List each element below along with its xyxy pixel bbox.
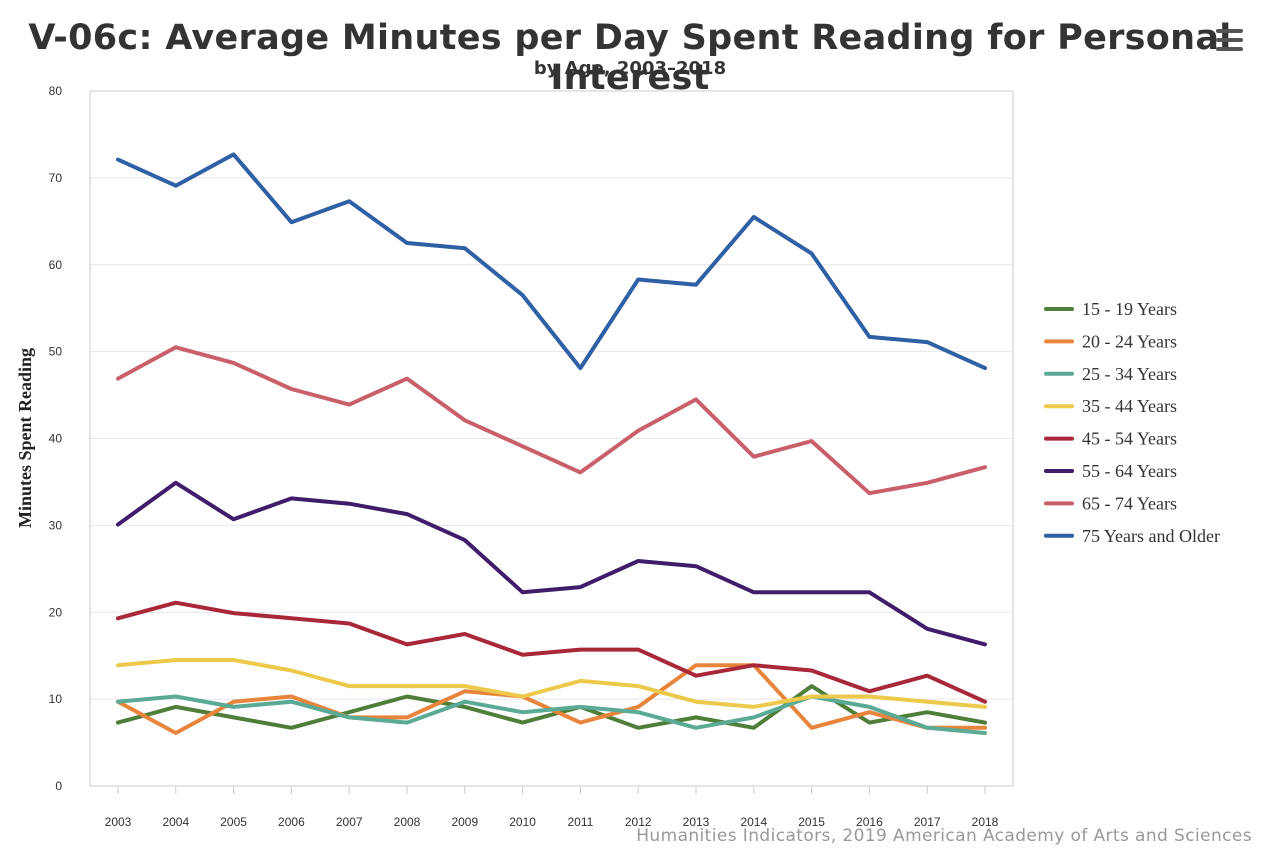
y-axis-title: Minutes Spent Reading (15, 348, 35, 528)
legend-item[interactable]: 25 - 34 Years (1044, 364, 1177, 384)
x-axis-ticks: 2003 2004 2005 2006 2007 2008 2009 2010 2011 2012… (105, 786, 999, 829)
y-tick-label: 60 (49, 258, 63, 272)
legend-label: 65 - 74 Years (1082, 493, 1177, 513)
x-tick-label: 2012 (625, 815, 652, 829)
legend-item[interactable]: 55 - 64 Years (1044, 461, 1177, 481)
x-tick-label: 2017 (914, 815, 941, 829)
legend-label: 20 - 24 Years (1082, 331, 1177, 351)
grid-lines (90, 177, 1013, 700)
legend-label: 15 - 19 Years (1082, 299, 1177, 319)
x-tick-label: 2009 (451, 815, 478, 829)
hamburger-menu-icon[interactable] (1212, 26, 1248, 56)
legend-item[interactable]: 75 Years and Older (1044, 526, 1220, 546)
legend-item[interactable]: 15 - 19 Years (1044, 299, 1177, 319)
series-line-8[interactable] (116, 152, 987, 371)
series-line-5[interactable] (116, 600, 987, 704)
series-line-1[interactable] (116, 684, 987, 730)
x-tick-label: 2008 (394, 815, 421, 829)
y-tick-label: 10 (49, 692, 63, 706)
legend-label: 75 Years and Older (1082, 526, 1220, 546)
x-tick-label: 2011 (567, 815, 593, 829)
x-tick-label: 2013 (683, 815, 710, 829)
x-tick-label: 2005 (220, 815, 247, 829)
chart-title: V-06c: Average Minutes per Day Spent Rea… (28, 18, 1232, 98)
series-lines (116, 152, 987, 735)
legend-label: 55 - 64 Years (1082, 461, 1177, 481)
x-tick-label: 2003 (105, 815, 132, 829)
y-axis-ticks: 0 10 20 30 40 50 60 70 80 (49, 84, 63, 793)
x-tick-label: 2010 (509, 815, 536, 829)
chart-subtitle: by Age, 2003–2018 (533, 58, 727, 79)
y-tick-label: 20 (49, 605, 63, 619)
x-tick-label: 2015 (798, 815, 825, 829)
y-tick-label: 70 (49, 171, 63, 185)
legend-label: 45 - 54 Years (1082, 429, 1177, 449)
y-tick-label: 30 (49, 518, 63, 532)
y-tick-label: 40 (49, 432, 63, 446)
plot-area-border (89, 90, 1014, 787)
series-line-6[interactable] (116, 480, 987, 647)
legend-item[interactable]: 45 - 54 Years (1044, 429, 1177, 449)
x-tick-label: 2007 (336, 815, 363, 829)
y-tick-label: 0 (55, 779, 62, 793)
x-tick-label: 2016 (856, 815, 883, 829)
legend-label: 35 - 44 Years (1082, 396, 1177, 416)
y-tick-label: 80 (49, 84, 63, 98)
legend-item[interactable]: 35 - 44 Years (1044, 396, 1177, 416)
x-tick-label: 2004 (162, 815, 189, 829)
y-tick-label: 50 (49, 345, 63, 359)
x-tick-label: 2018 (972, 815, 999, 829)
x-tick-label: 2006 (278, 815, 305, 829)
x-tick-label: 2014 (740, 815, 767, 829)
legend-label: 25 - 34 Years (1082, 364, 1177, 384)
series-line-3[interactable] (116, 694, 987, 735)
credits[interactable]: Humanities Indicators, 2019 American Aca… (636, 826, 1252, 846)
legend-item[interactable]: 20 - 24 Years (1044, 331, 1177, 351)
series-line-4[interactable] (116, 658, 987, 709)
legend: 15 - 19 Years 20 - 24 Years 25 - 34 Years 3… (1044, 299, 1220, 546)
legend-item[interactable]: 65 - 74 Years (1044, 493, 1177, 513)
series-line-7[interactable] (116, 345, 987, 496)
